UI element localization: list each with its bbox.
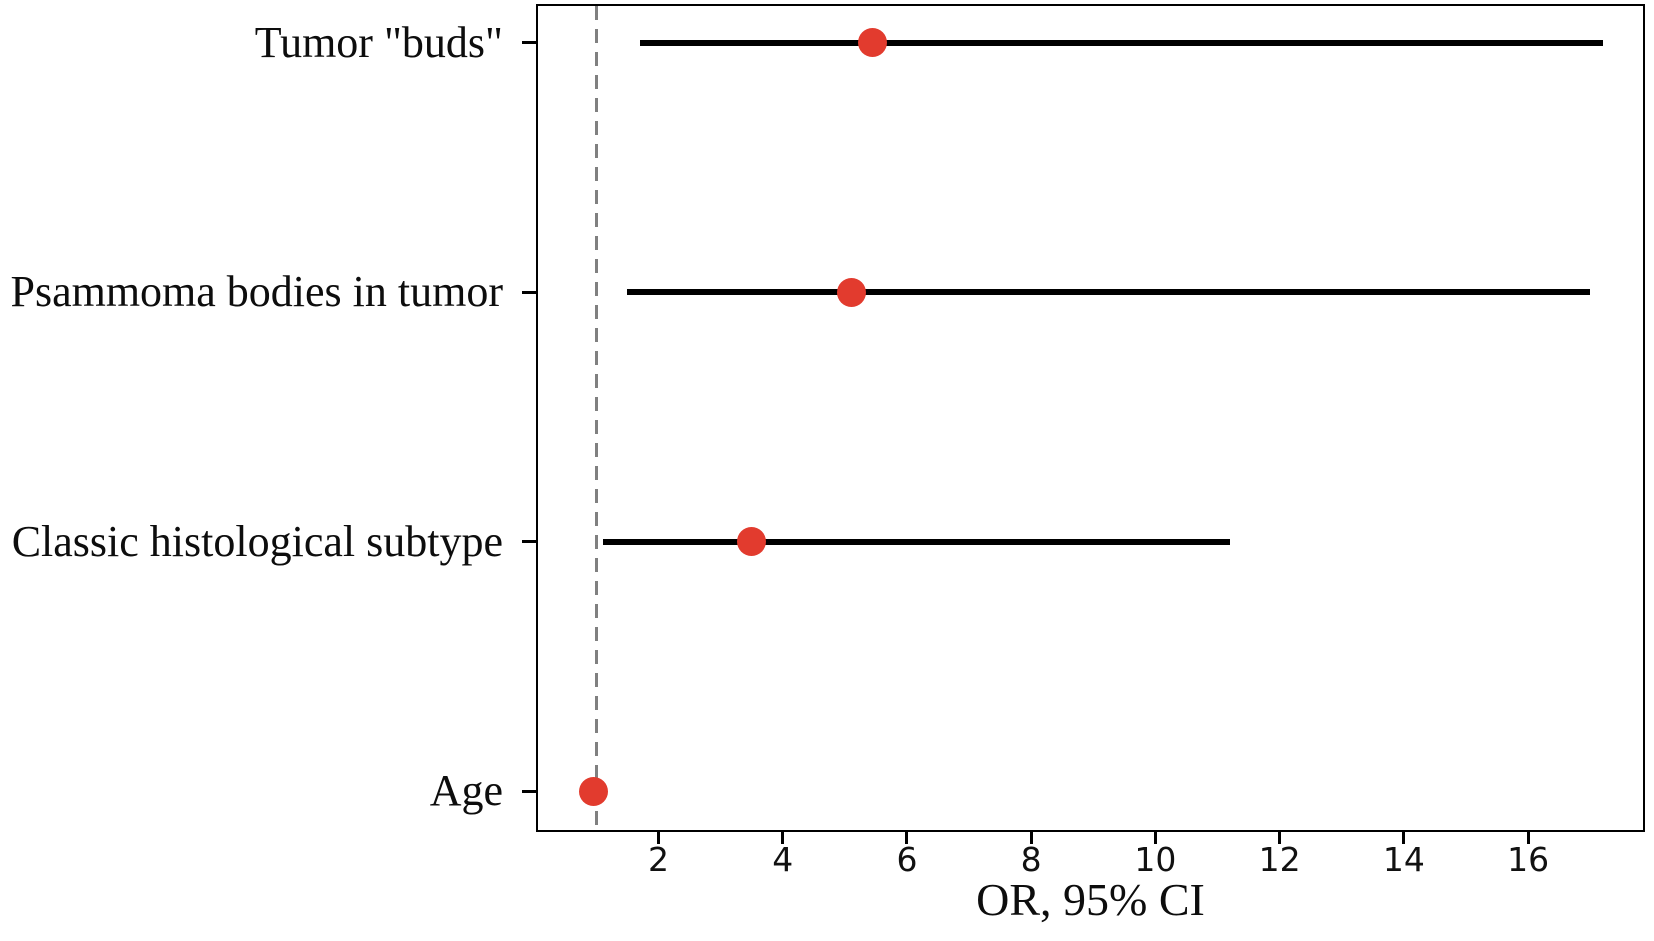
- x-axis-tick-label: 6: [896, 840, 918, 879]
- x-axis-tick: [1526, 831, 1530, 844]
- row-label: Age: [429, 766, 503, 816]
- x-axis-tick: [1153, 831, 1157, 844]
- y-axis-tick: [522, 290, 537, 294]
- x-axis-tick-label: 16: [1507, 840, 1550, 879]
- x-axis-tick: [905, 831, 909, 844]
- ci-line: [639, 39, 1603, 46]
- x-axis-tick-label: 2: [648, 840, 669, 879]
- x-axis-tick: [1278, 831, 1282, 844]
- reference-line-or-1: [594, 6, 598, 830]
- y-axis-tick: [522, 540, 537, 544]
- x-axis-tick-label: 10: [1134, 840, 1177, 879]
- y-axis-tick: [522, 41, 537, 45]
- ci-line: [627, 289, 1591, 296]
- or-dot: [836, 277, 866, 307]
- x-axis-tick-label: 4: [772, 840, 794, 879]
- row-label: Classic histological subtype: [11, 516, 503, 566]
- x-axis-title: OR, 95% CI: [976, 874, 1205, 925]
- row-label: Psammoma bodies in tumor: [10, 267, 503, 317]
- x-axis-tick: [1402, 831, 1406, 844]
- y-axis-tick: [522, 789, 537, 793]
- ci-line: [602, 538, 1230, 545]
- or-dot: [578, 776, 608, 806]
- x-axis-tick: [1029, 831, 1033, 844]
- plot-area: [536, 4, 1645, 832]
- x-axis-tick: [657, 831, 660, 844]
- or-dot: [858, 28, 888, 58]
- x-axis-tick: [781, 831, 785, 844]
- or-dot: [737, 527, 767, 557]
- x-axis-tick-label: 14: [1382, 840, 1425, 879]
- row-label: Tumor "buds": [254, 17, 503, 67]
- x-axis-tick-label: 8: [1020, 840, 1042, 879]
- x-axis-tick-label: 12: [1258, 840, 1301, 879]
